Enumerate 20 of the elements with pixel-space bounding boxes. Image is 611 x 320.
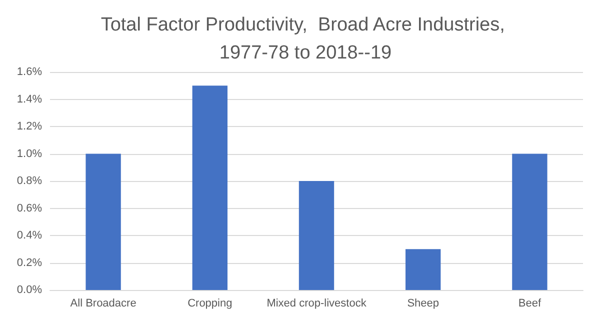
y-tick-label: 0.8% xyxy=(16,175,42,187)
y-tick-label: 1.6% xyxy=(16,66,42,78)
y-tick-label: 1.4% xyxy=(16,93,42,106)
y-tick-label: 1.2% xyxy=(16,120,42,132)
bar xyxy=(512,154,548,290)
x-tick-label: Beef xyxy=(518,298,542,310)
y-tick-label: 1.0% xyxy=(16,148,42,160)
bar xyxy=(86,154,121,290)
y-tick-label: 0.4% xyxy=(16,230,42,242)
y-tick-label: 0.6% xyxy=(16,202,42,214)
x-tick-label: Mixed crop-livestock xyxy=(266,298,367,310)
x-tick-label: Sheep xyxy=(407,298,440,310)
chart-title: Total Factor Productivity, Broad Acre Industries, 1977-78 to 2018--19 xyxy=(100,14,510,64)
y-tick-label: 0.2% xyxy=(16,256,42,269)
x-tick-label: All Broadacre xyxy=(70,298,136,310)
bar xyxy=(192,86,228,290)
bar xyxy=(406,249,441,290)
y-tick-label: 0.0% xyxy=(16,284,42,296)
bar xyxy=(298,181,334,290)
x-tick-label: Cropping xyxy=(188,298,232,310)
